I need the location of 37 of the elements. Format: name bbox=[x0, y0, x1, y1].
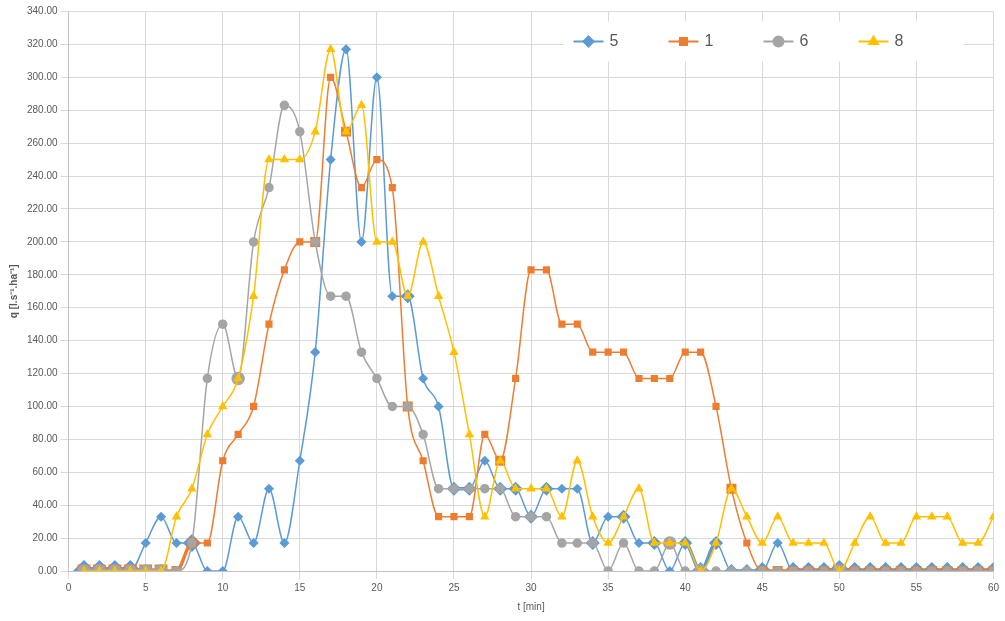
y-tick-label: 180.00 bbox=[26, 268, 59, 280]
x-tick-label: 40 bbox=[679, 581, 692, 593]
y-tick-label: 260.00 bbox=[26, 136, 59, 148]
x-tick-label: 35 bbox=[602, 581, 615, 593]
y-tick-label: 140.00 bbox=[26, 334, 59, 346]
y-tick-label: 40.00 bbox=[32, 498, 59, 510]
x-tick-label: 60 bbox=[987, 581, 1000, 593]
y-tick-label: 0.00 bbox=[38, 564, 59, 576]
legend-label: 8 bbox=[894, 31, 904, 49]
x-axis-title: t [min] bbox=[517, 600, 545, 612]
y-tick-label: 120.00 bbox=[26, 367, 59, 379]
x-tick-label: 10 bbox=[217, 581, 229, 593]
x-tick-label: 45 bbox=[756, 581, 769, 593]
legend-label: 5 bbox=[609, 31, 619, 49]
y-tick-label: 20.00 bbox=[32, 531, 59, 543]
x-tick-label: 55 bbox=[910, 581, 923, 593]
y-tick-label: 300.00 bbox=[26, 71, 59, 83]
y-tick-label: 340.00 bbox=[26, 5, 59, 17]
x-tick-label: 0 bbox=[65, 581, 72, 593]
x-tick-label: 25 bbox=[448, 581, 460, 593]
y-tick-label: 160.00 bbox=[26, 301, 59, 313]
y-tick-label: 320.00 bbox=[26, 38, 59, 50]
x-tick-label: 20 bbox=[371, 581, 383, 593]
x-tick-label: 50 bbox=[833, 581, 846, 593]
legend-label: 1 bbox=[704, 31, 714, 49]
y-tick-label: 280.00 bbox=[26, 103, 59, 115]
y-tick-label: 100.00 bbox=[26, 400, 59, 412]
y-tick-label: 220.00 bbox=[26, 202, 59, 214]
y-tick-label: 80.00 bbox=[32, 433, 59, 445]
x-tick-label: 30 bbox=[525, 581, 538, 593]
x-tick-label: 15 bbox=[294, 581, 306, 593]
y-tick-label: 240.00 bbox=[26, 169, 59, 181]
y-axis-title: q [l.s⁻¹.ha⁻¹] bbox=[7, 264, 19, 319]
legend-label: 6 bbox=[799, 31, 809, 49]
x-tick-label: 5 bbox=[142, 581, 149, 593]
y-tick-label: 60.00 bbox=[32, 466, 59, 478]
y-tick-label: 200.00 bbox=[26, 235, 59, 247]
